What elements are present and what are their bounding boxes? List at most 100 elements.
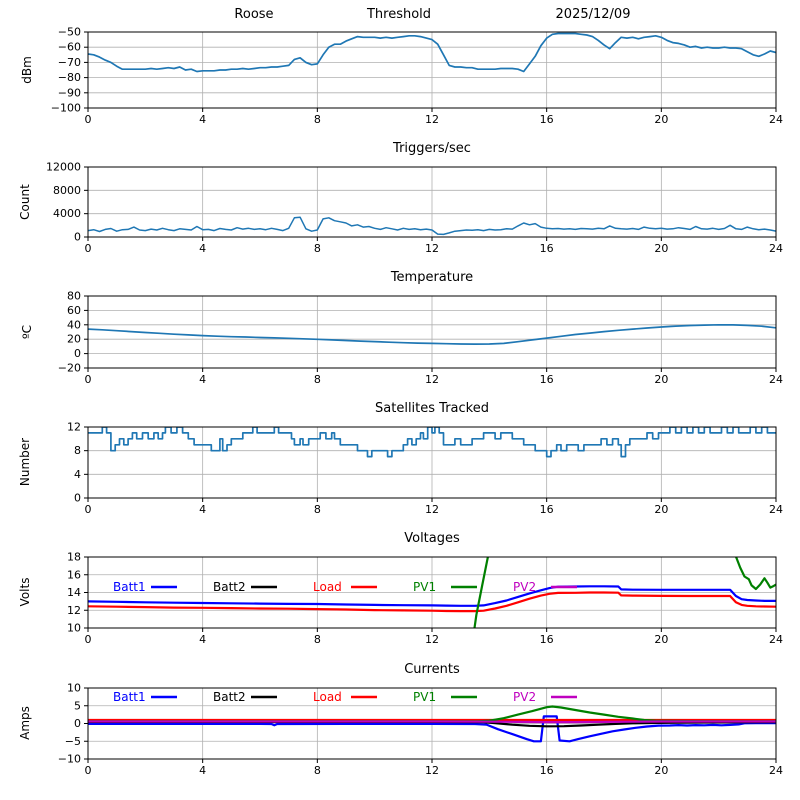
x-tick-label: 0 [85,503,92,516]
legend-label-Load: Load [313,690,342,704]
series-line-Batt1 [88,585,776,607]
legend-label-Batt1: Batt1 [113,690,146,704]
x-tick-label: 8 [314,764,321,777]
x-tick-label: 24 [769,373,783,386]
y-tick-label: 14 [67,586,81,599]
series-line-main [88,427,776,458]
x-tick-label: 8 [314,503,321,516]
x-tick-label: 4 [199,503,206,516]
legend-label-Load: Load [313,580,342,594]
x-tick-label: 24 [769,242,783,255]
date-title: 2025/12/09 [555,7,631,22]
series-group [88,32,776,73]
x-tick-label: 12 [425,633,439,646]
series-line-Load [88,591,776,613]
y-tick-label: −70 [58,56,81,69]
station-title: Roose [234,7,274,22]
y-tick-label: 20 [67,333,81,346]
series-group [88,323,776,345]
x-tick-label: 24 [769,633,783,646]
panel-5: 0 4 8 12 16 20 24 −10 −5 0 5 10 Batt1 Batt2 Load PV1 PV2 [58,682,783,778]
y-tick-label: −20 [58,362,81,375]
x-tick-label: 20 [654,242,668,255]
x-tick-label: 4 [199,764,206,777]
x-tick-label: 16 [540,764,554,777]
x-tick-label: 0 [85,242,92,255]
legend-label-PV2: PV2 [513,690,536,704]
series-line-PV2 [88,720,776,724]
currents-title: Currents [404,662,460,677]
y-tick-label: 10 [67,622,81,635]
x-tick-label: 20 [654,764,668,777]
x-tick-label: 4 [199,113,206,126]
y-tick-label: 80 [67,290,81,303]
series-group [88,705,776,743]
x-tick-label: 16 [540,633,554,646]
x-tick-label: 16 [540,242,554,255]
x-tick-label: 0 [85,764,92,777]
y-tick-label: −50 [58,26,81,39]
series-line-main [88,216,776,236]
x-tick-label: 20 [654,633,668,646]
y-tick-label: 10 [67,682,81,695]
series-line-main [88,323,776,345]
panel-3: 0 4 8 12 16 20 24 0 4 8 12 [67,421,783,517]
x-tick-label: 4 [199,373,206,386]
y-tick-label: 40 [67,318,81,331]
series-group [88,427,776,458]
y-tick-label: 4 [74,468,81,481]
series-line-Batt1 [88,715,776,743]
y-tick-label: 0 [74,347,81,360]
satellites-title: Satellites Tracked [375,401,489,416]
x-tick-label: 8 [314,113,321,126]
x-tick-label: 0 [85,633,92,646]
y-tick-label: 8000 [53,184,81,197]
x-tick-label: 0 [85,113,92,126]
legend-label-Batt1: Batt1 [113,580,146,594]
panel-4: 0 4 8 12 16 20 24 10 12 14 16 18 Batt1 Batt2 Load PV1 PV… [67,551,783,647]
y-tick-label: 18 [67,551,81,564]
voltages-title: Voltages [404,531,460,546]
y-tick-label: −5 [65,735,81,748]
y-tick-label: 0 [74,231,81,244]
legend-label-PV1: PV1 [413,690,436,704]
x-tick-label: 16 [540,113,554,126]
y-tick-label: −80 [58,71,81,84]
y-tick-label: −10 [58,753,81,766]
series-group [88,557,776,628]
y-tick-label: 12 [67,604,81,617]
panel-0: 0 4 8 12 16 20 24 −100 −90 −80 −70 −60 −50 [51,26,783,127]
y-tick-label: −100 [51,102,81,115]
x-tick-label: 20 [654,373,668,386]
x-tick-label: 8 [314,633,321,646]
y-tick-label: 12 [67,421,81,434]
x-tick-label: 12 [425,113,439,126]
y-tick-label: −60 [58,41,81,54]
temperature-title: Temperature [390,270,474,285]
y-tick-label: 12000 [46,161,81,174]
legend-label-Batt2: Batt2 [213,580,246,594]
y-tick-label: 8 [74,444,81,457]
y-tick-label: 0 [74,717,81,730]
threshold-title: Threshold [366,7,432,22]
legend-label-Batt2: Batt2 [213,690,246,704]
y-tick-label: 5 [74,699,81,712]
y-tick-label: 4000 [53,207,81,220]
legend-label-PV1: PV1 [413,580,436,594]
x-tick-label: 24 [769,113,783,126]
x-tick-label: 12 [425,764,439,777]
y-tick-label: 0 [74,492,81,505]
x-tick-label: 16 [540,373,554,386]
x-tick-label: 24 [769,764,783,777]
x-tick-label: 16 [540,503,554,516]
series-line-PV1 [473,557,776,628]
series-group [88,216,776,236]
x-tick-label: 12 [425,373,439,386]
x-tick-label: 4 [199,242,206,255]
x-tick-label: 4 [199,633,206,646]
y-tick-label: −90 [58,86,81,99]
triggers-title: Triggers/sec [393,141,471,156]
